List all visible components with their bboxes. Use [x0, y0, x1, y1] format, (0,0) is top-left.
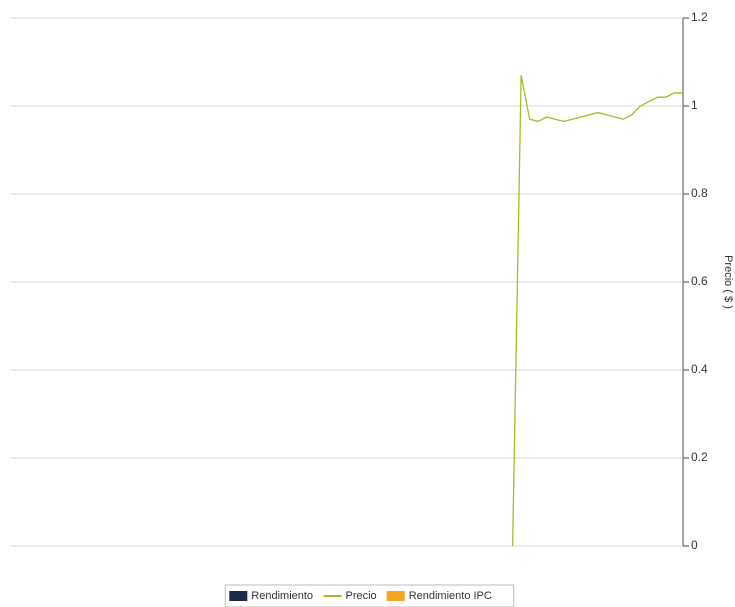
y-axis-label: Precio ( $ ) — [722, 255, 734, 309]
price-line — [511, 75, 683, 547]
y-tick-label: 0.2 — [691, 450, 708, 464]
legend-label: Rendimiento — [251, 590, 313, 602]
legend-box — [224, 584, 515, 607]
legend-swatch — [229, 591, 248, 601]
y-tick-label: 0.4 — [691, 362, 708, 376]
y-tick-label: 1 — [691, 98, 698, 112]
y-tick-label: 0 — [691, 538, 698, 552]
y-tick-label: 1.2 — [691, 10, 708, 24]
legend-label: Precio — [346, 590, 377, 602]
legend-swatch — [386, 591, 405, 601]
y-tick-label: 0.6 — [691, 274, 708, 288]
y-tick-label: 0.8 — [691, 186, 708, 200]
legend-label: Rendimiento IPC — [409, 590, 492, 602]
